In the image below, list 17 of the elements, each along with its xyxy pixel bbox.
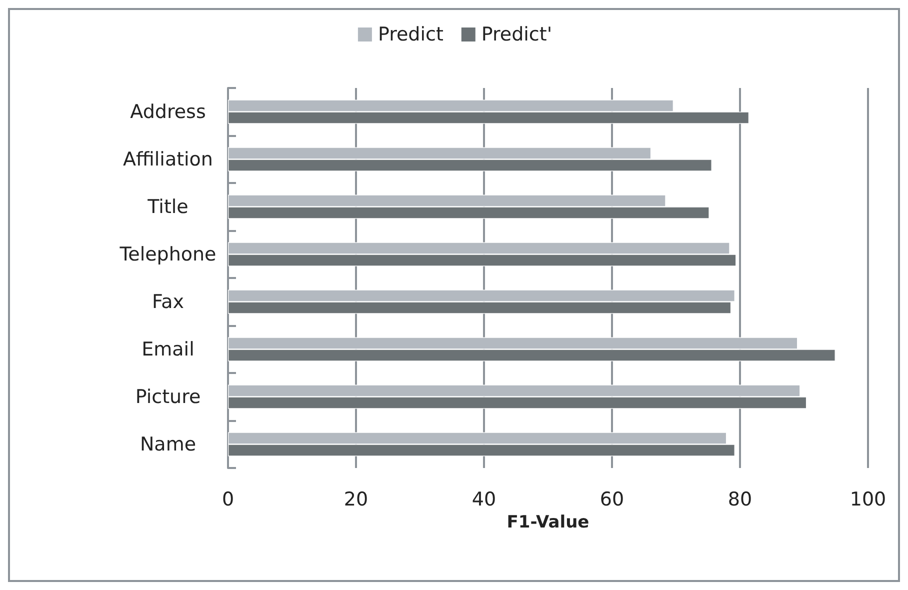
- y-tick-label: Telephone: [118, 243, 216, 266]
- y-tick-label: Fax: [152, 290, 184, 313]
- legend-label: Predict: [378, 24, 444, 46]
- y-tick-label: Title: [146, 196, 188, 218]
- y-tick-label: Name: [140, 433, 196, 456]
- x-tick-label: 80: [728, 488, 752, 510]
- x-tick-label: 0: [222, 488, 234, 510]
- x-tick-label: 20: [344, 488, 368, 510]
- x-tick-label: 40: [472, 488, 496, 510]
- y-tick-label: Affiliation: [123, 148, 213, 170]
- x-tick-label: 100: [850, 488, 886, 510]
- y-tick-label: Picture: [135, 386, 201, 408]
- legend-label: Predict': [481, 24, 552, 46]
- y-tick-label: Email: [142, 338, 194, 360]
- x-axis-title: F1-Value: [506, 512, 590, 532]
- x-tick-label: 60: [600, 488, 624, 510]
- y-tick-label: Address: [130, 100, 206, 123]
